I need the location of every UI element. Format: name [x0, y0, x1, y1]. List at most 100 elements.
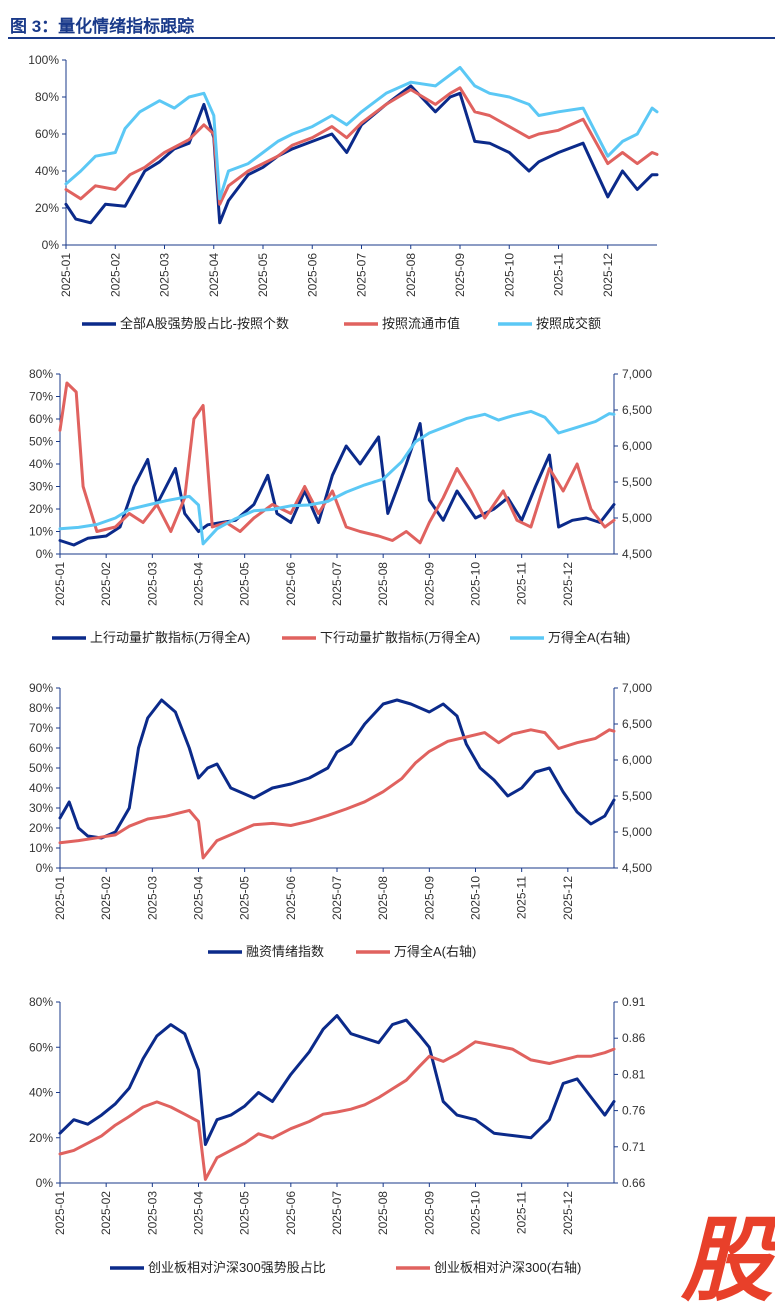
x-tick-label: 2025-10 — [469, 876, 483, 920]
x-tick-label: 2025-05 — [238, 562, 252, 606]
y-tick-label: 80% — [35, 90, 59, 104]
x-tick-label: 2025-08 — [404, 253, 418, 297]
y2-tick-label: 5,000 — [622, 511, 652, 525]
y-tick-label: 50% — [29, 761, 53, 775]
y-tick-label: 0% — [42, 238, 60, 252]
y-tick-label: 60% — [29, 1040, 53, 1054]
y2-tick-label: 0.86 — [622, 1031, 646, 1045]
y-tick-label: 70% — [29, 390, 53, 404]
x-tick-label: 2025-03 — [158, 253, 172, 297]
y-tick-label: 20% — [29, 1131, 53, 1145]
legend-label: 融资情绪指数 — [246, 944, 324, 959]
x-tick-label: 2025-05 — [238, 876, 252, 920]
x-tick-label: 2025-02 — [99, 876, 113, 920]
y2-tick-label: 7,000 — [622, 681, 652, 695]
x-tick-label: 2025-07 — [355, 253, 369, 297]
chart-margin-sentiment: 0% 10% 20% 30% 40% 50% 60% 70% 80% 90% 4,500 5,000 5… — [29, 681, 652, 959]
x-tick-label: 2025-10 — [469, 562, 483, 606]
y-tick-label: 80% — [29, 995, 53, 1009]
series-line-3 — [64, 65, 659, 201]
legend-label: 按照成交额 — [536, 316, 601, 331]
x-tick-label: 2025-09 — [453, 253, 467, 297]
x-tick-label: 2025-08 — [376, 562, 390, 606]
y-tick-label: 0% — [36, 1176, 54, 1190]
legend-label: 创业板相对沪深300强势股占比 — [148, 1260, 326, 1275]
legend-label: 全部A股强势股占比-按照个数 — [120, 316, 289, 331]
x-tick-label: 2025-01 — [59, 253, 73, 297]
x-tick-label: 2025-06 — [284, 562, 298, 606]
x-tick-label: 2025-10 — [502, 253, 516, 297]
y2-tick-label: 6,500 — [622, 717, 652, 731]
legend-label: 万得全A(右轴) — [548, 630, 630, 645]
x-tick-label: 2025-03 — [145, 562, 159, 606]
y-tick-label: 90% — [29, 681, 53, 695]
x-tick-label: 2025-12 — [561, 562, 575, 606]
series-line-1 — [58, 1014, 616, 1146]
x-tick-label: 2025-03 — [145, 1191, 159, 1235]
x-tick-label: 2025-02 — [99, 562, 113, 606]
y2-tick-label: 6,500 — [622, 403, 652, 417]
x-tick-label: 2025-10 — [469, 1191, 483, 1235]
series-line-1 — [58, 698, 616, 840]
series-line-2 — [64, 86, 659, 206]
x-tick-label: 2025-01 — [53, 1191, 67, 1235]
legend-label: 上行动量扩散指标(万得全A) — [90, 630, 250, 645]
y-tick-label: 80% — [29, 701, 53, 715]
y-tick-label: 60% — [29, 412, 53, 426]
legend-label: 创业板相对沪深300(右轴) — [434, 1260, 581, 1275]
x-tick-label: 2025-09 — [422, 562, 436, 606]
y2-tick-label: 0.71 — [622, 1140, 646, 1154]
y-tick-label: 60% — [35, 127, 59, 141]
x-tick-label: 2025-12 — [561, 1191, 575, 1235]
y2-tick-label: 6,000 — [622, 439, 652, 453]
watermark-logo: 股 — [680, 1208, 775, 1303]
y2-tick-label: 0.91 — [622, 995, 646, 1009]
y-tick-label: 40% — [29, 1086, 53, 1100]
x-tick-label: 2025-04 — [192, 876, 206, 920]
chart-strong-stock-ratio: 0% 20% 40% 60% 80% 100% 2025-01 2025-02 2025-03 2… — [28, 53, 659, 331]
header-rule — [8, 37, 775, 39]
y-tick-label: 40% — [35, 164, 59, 178]
x-tick-label: 2025-08 — [376, 1191, 390, 1235]
x-tick-label: 2025-06 — [284, 876, 298, 920]
series-line-2 — [58, 1040, 616, 1181]
x-tick-label: 2025-06 — [284, 1191, 298, 1235]
watermark-glyph: 股 — [680, 1208, 775, 1303]
x-tick-label: 2025-11 — [515, 1191, 529, 1234]
x-tick-label: 2025-07 — [330, 1191, 344, 1235]
y2-tick-label: 7,000 — [622, 367, 652, 381]
x-tick-label: 2025-03 — [145, 876, 159, 920]
x-tick-label: 2025-09 — [422, 1191, 436, 1235]
y-tick-label: 30% — [29, 480, 53, 494]
x-tick-label: 2025-01 — [53, 562, 67, 606]
y-tick-label: 10% — [29, 525, 53, 539]
y-tick-label: 100% — [28, 53, 59, 67]
x-tick-label: 2025-09 — [422, 876, 436, 920]
y-tick-label: 50% — [29, 435, 53, 449]
x-tick-label: 2025-11 — [515, 876, 529, 919]
legend-label: 万得全A(右轴) — [394, 944, 476, 959]
x-tick-label: 2025-12 — [561, 876, 575, 920]
x-tick-label: 2025-07 — [330, 876, 344, 920]
x-tick-label: 2025-02 — [108, 253, 122, 297]
y2-tick-label: 0.76 — [622, 1104, 646, 1118]
x-tick-label: 2025-12 — [601, 253, 615, 297]
x-tick-label: 2025-05 — [256, 253, 270, 297]
x-tick-label: 2025-06 — [305, 253, 319, 297]
y-tick-label: 20% — [29, 821, 53, 835]
chart-momentum-diffusion: 0% 10% 20% 30% 40% 50% 60% 70% 80% 4,500 5,000 5,50… — [29, 367, 652, 645]
x-tick-label: 2025-02 — [99, 1191, 113, 1235]
x-tick-label: 2025-07 — [330, 562, 344, 606]
figure-title: 图 3：量化情绪指标跟踪 — [10, 17, 195, 36]
legend-label: 按照流通市值 — [382, 316, 460, 331]
y-tick-label: 0% — [36, 547, 54, 561]
y2-tick-label: 0.81 — [622, 1067, 646, 1081]
series-line-3 — [58, 409, 616, 546]
y-tick-label: 10% — [29, 841, 53, 855]
figure-header: 图 3：量化情绪指标跟踪 — [0, 0, 783, 39]
y-tick-label: 40% — [29, 781, 53, 795]
y-tick-label: 0% — [36, 861, 54, 875]
y2-tick-label: 4,500 — [622, 861, 652, 875]
chart-chinext-relative: 0% 20% 40% 60% 80% 0.66 0.71 0.76 0.81 0.86 0.91 20… — [29, 995, 646, 1275]
y-tick-label: 60% — [29, 741, 53, 755]
